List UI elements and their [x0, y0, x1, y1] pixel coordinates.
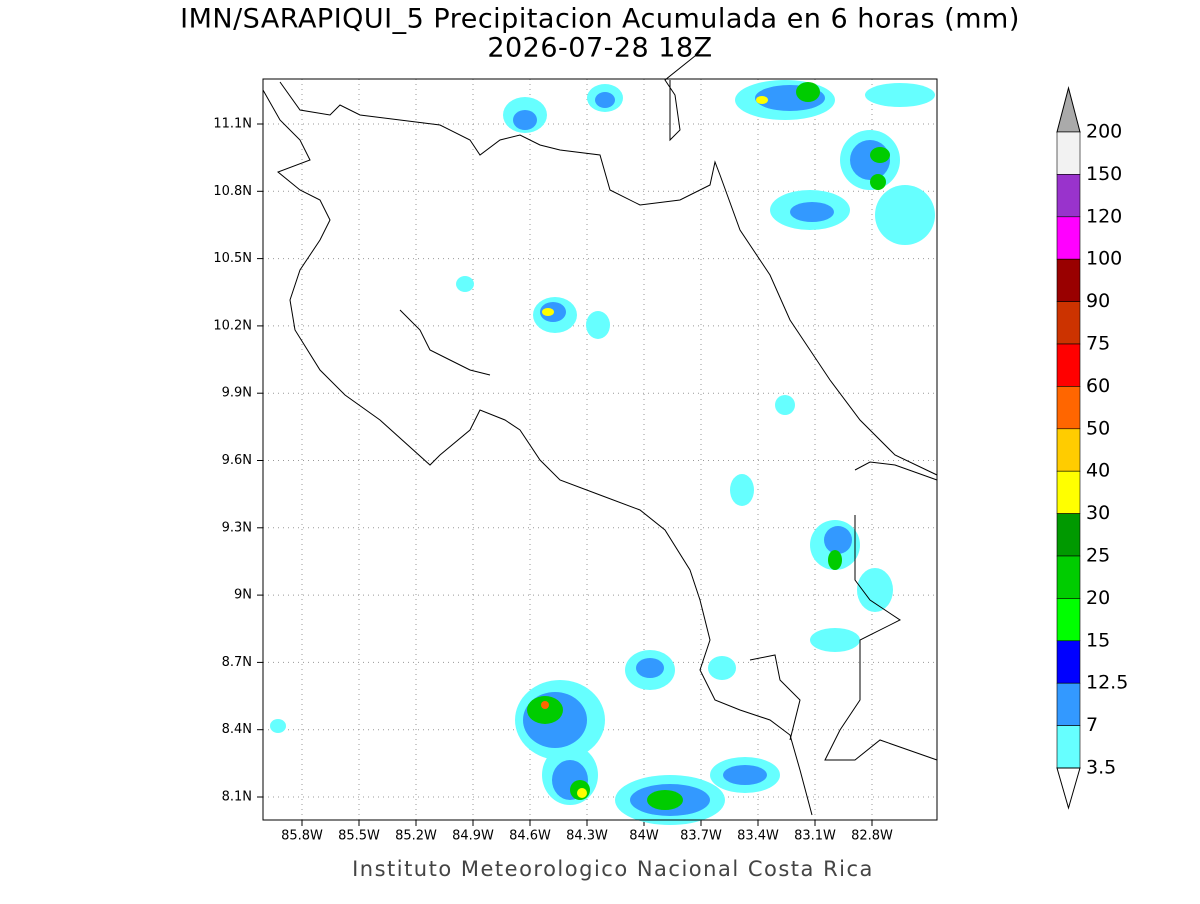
lon-tick-label: 84W [629, 829, 659, 844]
grid [257, 79, 937, 826]
colorbar-label: 50 [1086, 417, 1110, 439]
colorbar-swatch [1056, 131, 1081, 175]
colorbar-swatch [1056, 725, 1081, 769]
lat-tick-label: 8.4N [222, 722, 252, 737]
lon-tick-label: 85.5W [338, 829, 380, 844]
colorbar-swatch [1056, 470, 1081, 514]
lon-tick-label: 84.3W [566, 829, 608, 844]
colorbar-swatch [1056, 555, 1081, 599]
lat-tick-label: 9.6N [222, 453, 252, 468]
colorbar-swatch [1056, 513, 1081, 557]
lat-tick-label: 9.9N [222, 386, 252, 401]
title: IMN/SARAPIQUI_5 Precipitacion Acumulada … [180, 4, 1020, 35]
colorbar-label: 20 [1086, 587, 1110, 609]
lon-tick-label: 83.7W [680, 829, 722, 844]
colorbar-swatch [1056, 174, 1081, 218]
colorbar-swatch [1056, 598, 1081, 642]
lat-tick-label: 10.2N [213, 318, 252, 333]
colorbar-label: 40 [1086, 460, 1110, 482]
colorbar-label: 7 [1086, 714, 1098, 736]
colorbar-label: 60 [1086, 375, 1110, 397]
colorbar-label: 25 [1086, 545, 1110, 567]
lon-tick-label: 84.6W [509, 829, 551, 844]
colorbar-under [1056, 767, 1081, 810]
lat-tick-label: 10.5N [213, 251, 252, 266]
colorbar-label: 150 [1086, 163, 1122, 185]
colorbar-over [1056, 86, 1081, 133]
colorbar-label: 3.5 [1086, 757, 1116, 779]
lon-tick-label: 83.1W [794, 829, 836, 844]
footer: Instituto Meteorologico Nacional Costa R… [352, 857, 874, 881]
map-frame [262, 78, 938, 821]
lat-tick-label: 11.1N [213, 117, 252, 132]
lat-tick-label: 10.8N [213, 184, 252, 199]
colorbar-swatch [1056, 428, 1081, 472]
colorbar-label: 12.5 [1086, 672, 1128, 694]
lat-tick-label: 8.7N [222, 655, 252, 670]
lat-tick-label: 9.3N [222, 520, 252, 535]
colorbar-label: 120 [1086, 205, 1122, 227]
lon-tick-label: 85.2W [395, 829, 437, 844]
colorbar-label: 15 [1086, 629, 1110, 651]
precip-cells [270, 80, 935, 825]
colorbar-label: 30 [1086, 502, 1110, 524]
colorbar-label: 75 [1086, 333, 1110, 355]
lon-tick-label: 83.4W [737, 829, 779, 844]
colorbar-label: 90 [1086, 290, 1110, 312]
colorbar-swatch [1056, 343, 1081, 387]
colorbar-label: 200 [1086, 121, 1122, 143]
subtitle: 2026-07-28 18Z [487, 33, 712, 64]
colorbar-swatch [1056, 386, 1081, 430]
lon-tick-label: 84.9W [452, 829, 494, 844]
colorbar-swatch [1056, 301, 1081, 345]
colorbar-swatch [1056, 682, 1081, 726]
colorbar-swatch [1056, 640, 1081, 684]
lon-tick-label: 82.8W [851, 829, 893, 844]
lat-tick-label: 9N [234, 588, 252, 603]
colorbar: 200 150 120 100 90 75 60 50 40 30 25 20 15 12.5 7 3.5 [1056, 86, 1128, 810]
colorbar-label: 100 [1086, 248, 1122, 270]
colorbar-swatch [1056, 258, 1081, 302]
lon-tick-label: 85.8W [281, 829, 323, 844]
colorbar-swatch [1056, 216, 1081, 260]
coastline [262, 51, 938, 816]
lat-tick-label: 8.1N [222, 790, 252, 805]
